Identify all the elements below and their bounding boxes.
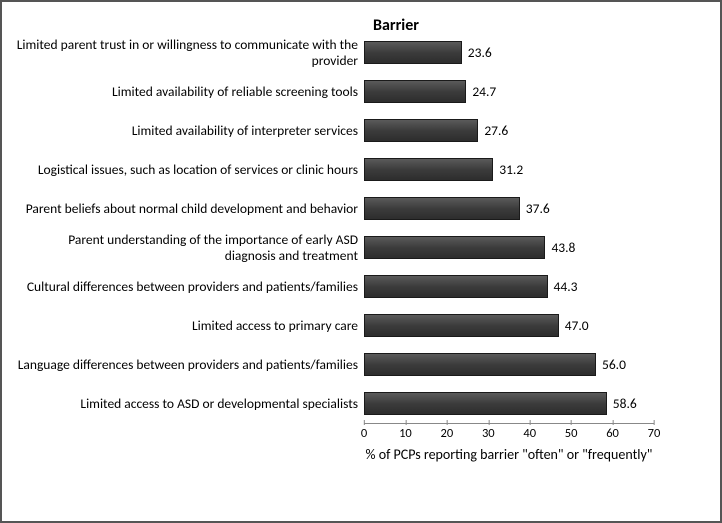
- bar-cell: 47.0: [364, 306, 654, 345]
- value-label: 43.8: [551, 239, 575, 256]
- bar-row: Limited availability of reliable screeni…: [16, 72, 696, 111]
- bar-cell: 31.2: [364, 150, 654, 189]
- x-tick: 30: [482, 426, 495, 441]
- x-tick: 10: [399, 426, 412, 441]
- bar-cell: 23.6: [364, 33, 654, 72]
- value-label: 56.0: [602, 356, 626, 373]
- bar-cell: 24.7: [364, 72, 654, 111]
- bar-cell: 56.0: [364, 345, 654, 384]
- bar: [364, 197, 520, 220]
- x-axis-ticks: 010203040506070: [364, 424, 654, 442]
- category-label: Limited availability of interpreter serv…: [16, 123, 364, 139]
- plot-area: Limited parent trust in or willingness t…: [16, 33, 696, 423]
- value-label: 47.0: [565, 317, 589, 334]
- value-label: 31.2: [499, 161, 523, 178]
- bar: [364, 119, 478, 142]
- bar: [364, 314, 559, 337]
- category-label: Cultural differences between providers a…: [16, 279, 364, 295]
- x-tick: 0: [361, 426, 367, 441]
- bar-row: Limited access to ASD or developmental s…: [16, 384, 696, 423]
- bar-cell: 44.3: [364, 267, 654, 306]
- bar-cell: 27.6: [364, 111, 654, 150]
- category-label: Limited parent trust in or willingness t…: [16, 37, 364, 68]
- bar: [364, 158, 493, 181]
- bar: [364, 275, 548, 298]
- bar-row: Limited access to primary care 47.0: [16, 306, 696, 345]
- value-label: 27.6: [484, 122, 508, 139]
- value-label: 23.6: [468, 44, 492, 61]
- category-label: Parent beliefs about normal child develo…: [16, 201, 364, 217]
- bar: [364, 236, 545, 259]
- value-label: 58.6: [613, 395, 637, 412]
- bar-row: Limited availability of interpreter serv…: [16, 111, 696, 150]
- x-axis: 010203040506070: [364, 423, 654, 442]
- category-label: Language differences between providers a…: [16, 357, 364, 373]
- bar-row: Language differences between providers a…: [16, 345, 696, 384]
- bar-row: Parent understanding of the importance o…: [16, 228, 696, 267]
- bar-row: Limited parent trust in or willingness t…: [16, 33, 696, 72]
- bar: [364, 80, 466, 103]
- category-label: Parent understanding of the importance o…: [16, 232, 364, 263]
- bar-row: Logistical issues, such as location of s…: [16, 150, 696, 189]
- category-label: Limited access to primary care: [16, 318, 364, 334]
- x-tick: 60: [606, 426, 619, 441]
- bar-row: Cultural differences between providers a…: [16, 267, 696, 306]
- bar-cell: 43.8: [364, 228, 654, 267]
- category-label: Limited availability of reliable screeni…: [16, 84, 364, 100]
- bar: [364, 41, 462, 64]
- bar-cell: 58.6: [364, 384, 654, 423]
- chart-frame: Barrier Limited parent trust in or willi…: [0, 0, 722, 523]
- bar-cell: 37.6: [364, 189, 654, 228]
- x-tick: 50: [565, 426, 578, 441]
- bar-row: Parent beliefs about normal child develo…: [16, 189, 696, 228]
- value-label: 24.7: [472, 83, 496, 100]
- x-axis-label: % of PCPs reporting barrier "often" or "…: [364, 446, 654, 463]
- x-tick: 40: [523, 426, 536, 441]
- bar: [364, 392, 607, 415]
- category-label: Limited access to ASD or developmental s…: [16, 396, 364, 412]
- bar: [364, 353, 596, 376]
- value-label: 37.6: [526, 200, 550, 217]
- category-label: Logistical issues, such as location of s…: [16, 162, 364, 178]
- x-tick: 70: [648, 426, 661, 441]
- value-label: 44.3: [554, 278, 578, 295]
- x-tick: 20: [441, 426, 454, 441]
